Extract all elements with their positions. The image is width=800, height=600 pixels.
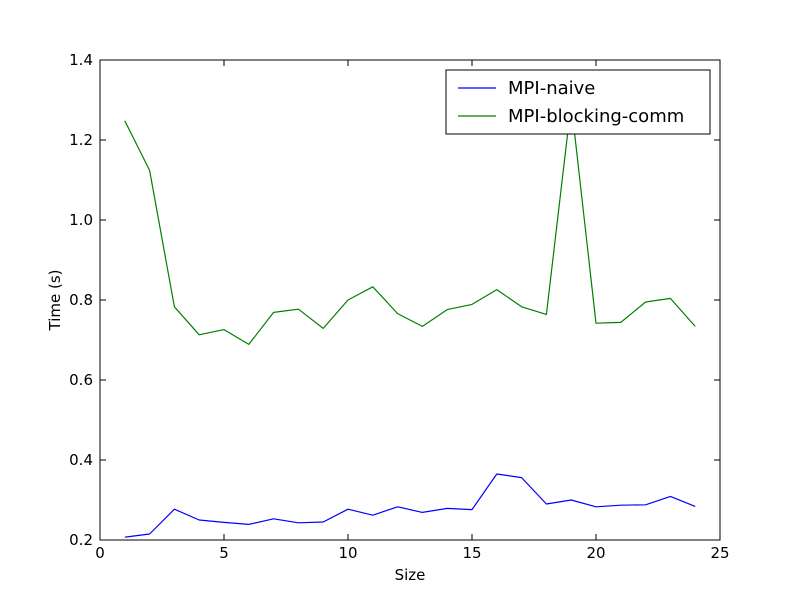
x-tick-label: 10 [338,544,357,562]
x-tick-label: 15 [462,544,481,562]
legend: MPI-naive MPI-blocking-comm [445,69,711,135]
series-layer [124,102,696,538]
series-line-2 [124,102,696,345]
series-line-1 [124,473,696,538]
legend-box [445,69,711,135]
y-tick-label: 1.4 [69,51,93,69]
x-axis-label: Size [395,566,426,584]
legend-label-2: MPI-blocking-comm [508,106,684,127]
y-tick-label: 0.2 [69,531,93,549]
y-axis-label: Time (s) [46,270,64,332]
y-tick-label: 0.6 [69,371,93,389]
x-tick-label: 25 [710,544,729,562]
x-tick-label: 0 [95,544,105,562]
y-tick-label: 0.4 [69,451,93,469]
y-tick-label: 0.8 [69,291,93,309]
legend-label-1: MPI-naive [508,78,595,99]
y-tick-label: 1.2 [69,131,93,149]
y-tick-label: 1.0 [69,211,93,229]
ticks-layer: 0 5 10 15 20 25 0.2 0.4 0.6 0.8 1.0 1.2 1.4 [69,51,729,562]
x-tick-label: 20 [586,544,605,562]
x-tick-label: 5 [219,544,229,562]
